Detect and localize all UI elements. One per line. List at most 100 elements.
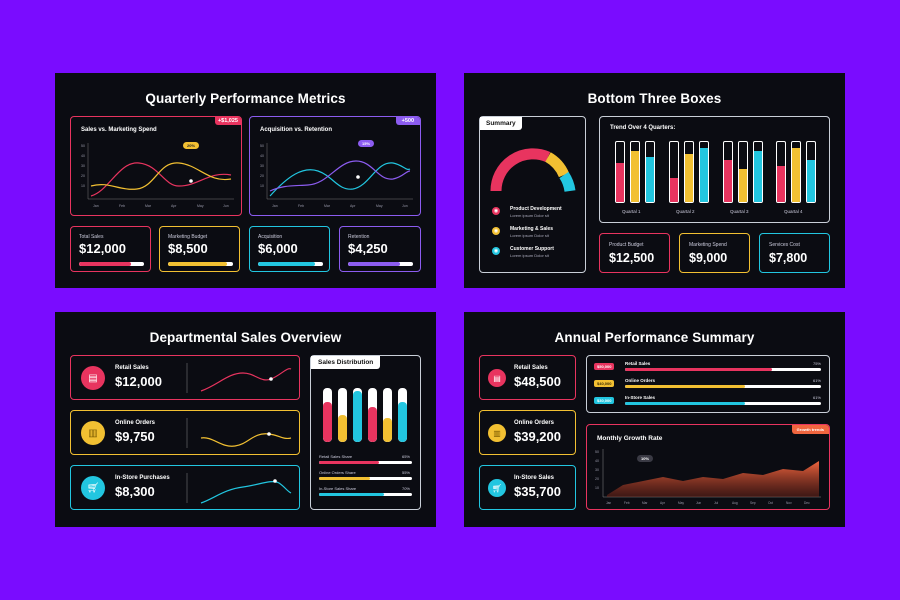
legend-sub: Lorem ipsum Dolor sit <box>510 233 549 238</box>
annual-row-online: ▥ Online Orders $39,200 <box>479 410 576 455</box>
legend-sub: Lorem ipsum Dolor sit <box>510 253 549 258</box>
clipboard-icon: ▥ <box>81 421 105 445</box>
kpi-progress-fill <box>79 262 131 266</box>
kpi-card-acquisition: Acquisition $6,000 <box>249 226 330 272</box>
quarter-label: Quartal 1 <box>622 209 641 214</box>
x-tick: Oct <box>768 501 773 505</box>
dept-row-instore: 🛒︎ In-Store Purchases $8,300 <box>70 465 300 510</box>
kpi-card-marketing-budget: Marketing Budget $8,500 <box>159 226 240 272</box>
data-point <box>189 179 193 183</box>
cart-icon: 🛒︎ <box>488 479 506 497</box>
marketing-line <box>90 162 232 190</box>
x-tick: Apr <box>171 204 177 208</box>
row-label: Online Orders <box>514 420 555 426</box>
trend-bar-fill <box>669 178 678 202</box>
quarter-label: Quartal 2 <box>676 209 695 214</box>
bar-tag: $40,000 <box>594 380 615 387</box>
share-label: In-Store Sales Share <box>319 486 357 491</box>
marketing-icon: ◉ <box>492 227 500 235</box>
annual-bar-fill <box>625 385 745 388</box>
trend-bar <box>645 141 655 203</box>
trend-bar-chart <box>609 141 824 203</box>
y-tick: 30 <box>81 164 85 168</box>
support-icon: ◉ <box>492 247 500 255</box>
share-bar <box>319 493 412 496</box>
share-bar-fill <box>319 477 371 480</box>
row-value: $9,750 <box>115 429 155 444</box>
trend-bar-fill <box>777 166 786 202</box>
kpi-value: $12,000 <box>79 241 126 256</box>
trend-bar-fill <box>738 169 747 202</box>
y-tick: 40 <box>595 459 599 463</box>
annual-bar <box>625 385 821 388</box>
y-tick: 40 <box>260 154 264 158</box>
trend-bar-fill <box>684 154 693 202</box>
share-pct: 65% <box>401 454 410 459</box>
y-tick: 20 <box>81 174 85 178</box>
quarter-label: Quartal 4 <box>784 209 803 214</box>
x-tick: Mar <box>324 204 331 208</box>
kpi-label: Marketing Budget <box>168 234 208 240</box>
kpi-label: Total Sales <box>79 234 104 240</box>
legend-title: Marketing & Sales <box>510 226 554 232</box>
kpi-label: Services Cost <box>769 242 800 248</box>
x-tick: Jan <box>272 204 278 208</box>
distribution-tube-fill <box>398 401 407 442</box>
share-label: Retail Sales Share <box>319 454 353 459</box>
bar-tag: $50,000 <box>594 363 615 370</box>
distribution-tubes <box>323 388 413 442</box>
instore-sparkline <box>186 473 292 504</box>
legend-title: Customer Support <box>510 246 554 252</box>
kpi-label: Acquisition <box>258 234 283 240</box>
kpi-value: $7,800 <box>769 251 808 265</box>
gauge-pink <box>490 148 551 192</box>
trend-bar <box>668 141 679 203</box>
growth-pill: 10% <box>637 455 654 462</box>
distribution-tube <box>323 388 332 442</box>
trend-bar <box>791 141 802 203</box>
register-icon: ▤ <box>81 366 105 390</box>
y-tick: 10 <box>595 486 599 490</box>
bar-pct: 61% <box>812 378 821 383</box>
kpi-progress <box>258 262 323 266</box>
trend-bar <box>806 141 817 203</box>
cart-icon: 🛒︎ <box>81 476 105 500</box>
annual-bar <box>625 368 821 371</box>
slide-title: Annual Performance Summary <box>554 330 755 345</box>
row-value: $12,000 <box>115 374 162 389</box>
kpi-progress-fill <box>258 262 316 266</box>
trend-bar <box>722 141 733 203</box>
growth-title: Monthly Growth Rate <box>597 435 663 442</box>
slide-annual-performance: Annual Performance Summary ▤ Retail Sale… <box>464 312 845 527</box>
annual-bar-fill <box>625 402 745 405</box>
x-tick: Apr <box>350 204 356 208</box>
x-tick: Feb <box>119 204 125 208</box>
x-tick: May <box>197 204 204 208</box>
x-tick: Nov <box>786 501 792 505</box>
x-tick: Sep <box>750 501 756 505</box>
kpi-progress <box>79 262 144 266</box>
trend-bar <box>615 141 625 203</box>
share-bar-fill <box>319 461 380 464</box>
y-tick: 10 <box>81 184 85 188</box>
row-label: Retail Sales <box>514 365 548 371</box>
bar-pct: 61% <box>812 395 821 400</box>
distribution-tube-fill <box>383 417 392 442</box>
dept-row-online: ▥ Online Orders $9,750 <box>70 410 300 455</box>
kpi-value: $6,000 <box>258 241 298 256</box>
bar-pct: 75% <box>812 361 821 366</box>
row-label: In-Store Sales <box>514 475 555 481</box>
summary-label: Summary <box>480 117 522 130</box>
y-tick: 50 <box>260 144 264 148</box>
distribution-tube <box>368 388 377 442</box>
bar-label: Retail Sales <box>625 361 651 366</box>
y-tick: 30 <box>595 468 599 472</box>
distribution-tube <box>338 388 347 442</box>
trend-bar <box>776 141 787 203</box>
sales-line <box>90 162 232 197</box>
trend-bar-fill <box>792 148 801 202</box>
x-tick: Jun <box>696 501 701 505</box>
slide-quarterly-performance: Quarterly Performance Metrics Sales vs. … <box>55 73 436 288</box>
kpi-card-marketing-spend: Marketing Spend $9,000 <box>679 233 750 273</box>
x-tick: Dec <box>804 501 810 505</box>
